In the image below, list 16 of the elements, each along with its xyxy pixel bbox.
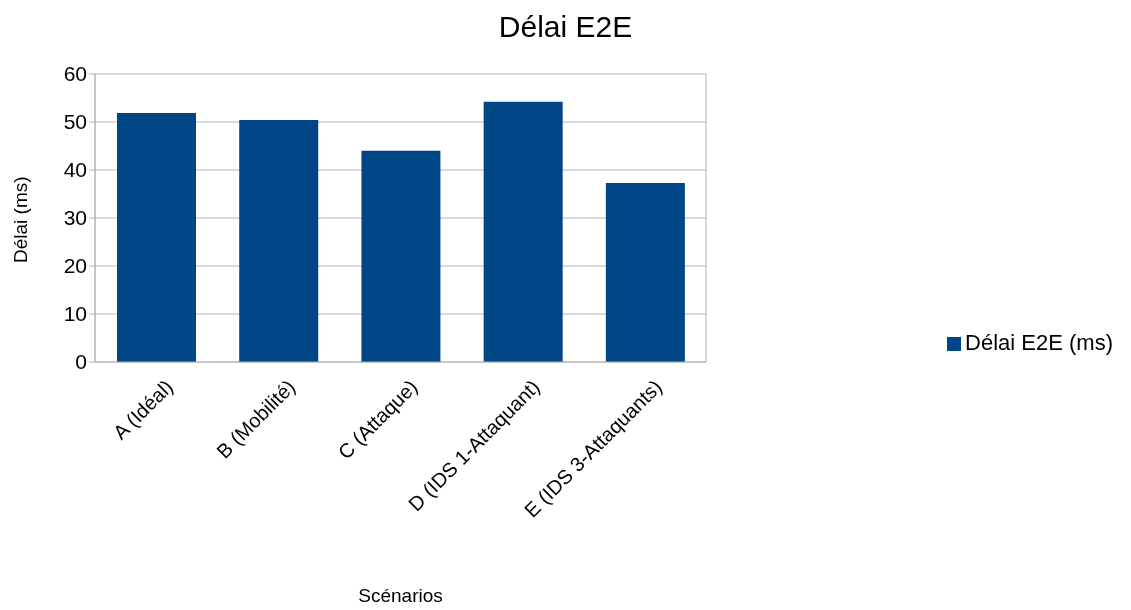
y-axis-title: Délai (ms) [9,176,31,263]
bar [361,150,441,362]
y-tick-label: 50 [63,110,87,134]
y-tick-label: 10 [63,302,87,326]
bar [239,120,319,362]
legend-label: Délai E2E (ms) [965,330,1113,355]
y-tick-label: 30 [63,206,87,230]
bar [605,182,685,362]
y-tick-label: 40 [63,158,87,182]
x-axis-title: Scénarios [358,585,443,606]
y-tick-label: 0 [75,350,87,374]
y-tick-label: 20 [63,254,87,278]
bar [117,112,196,362]
y-tick-label: 60 [63,62,87,86]
chart-title: Délai E2E [497,10,634,44]
bar [483,101,563,362]
